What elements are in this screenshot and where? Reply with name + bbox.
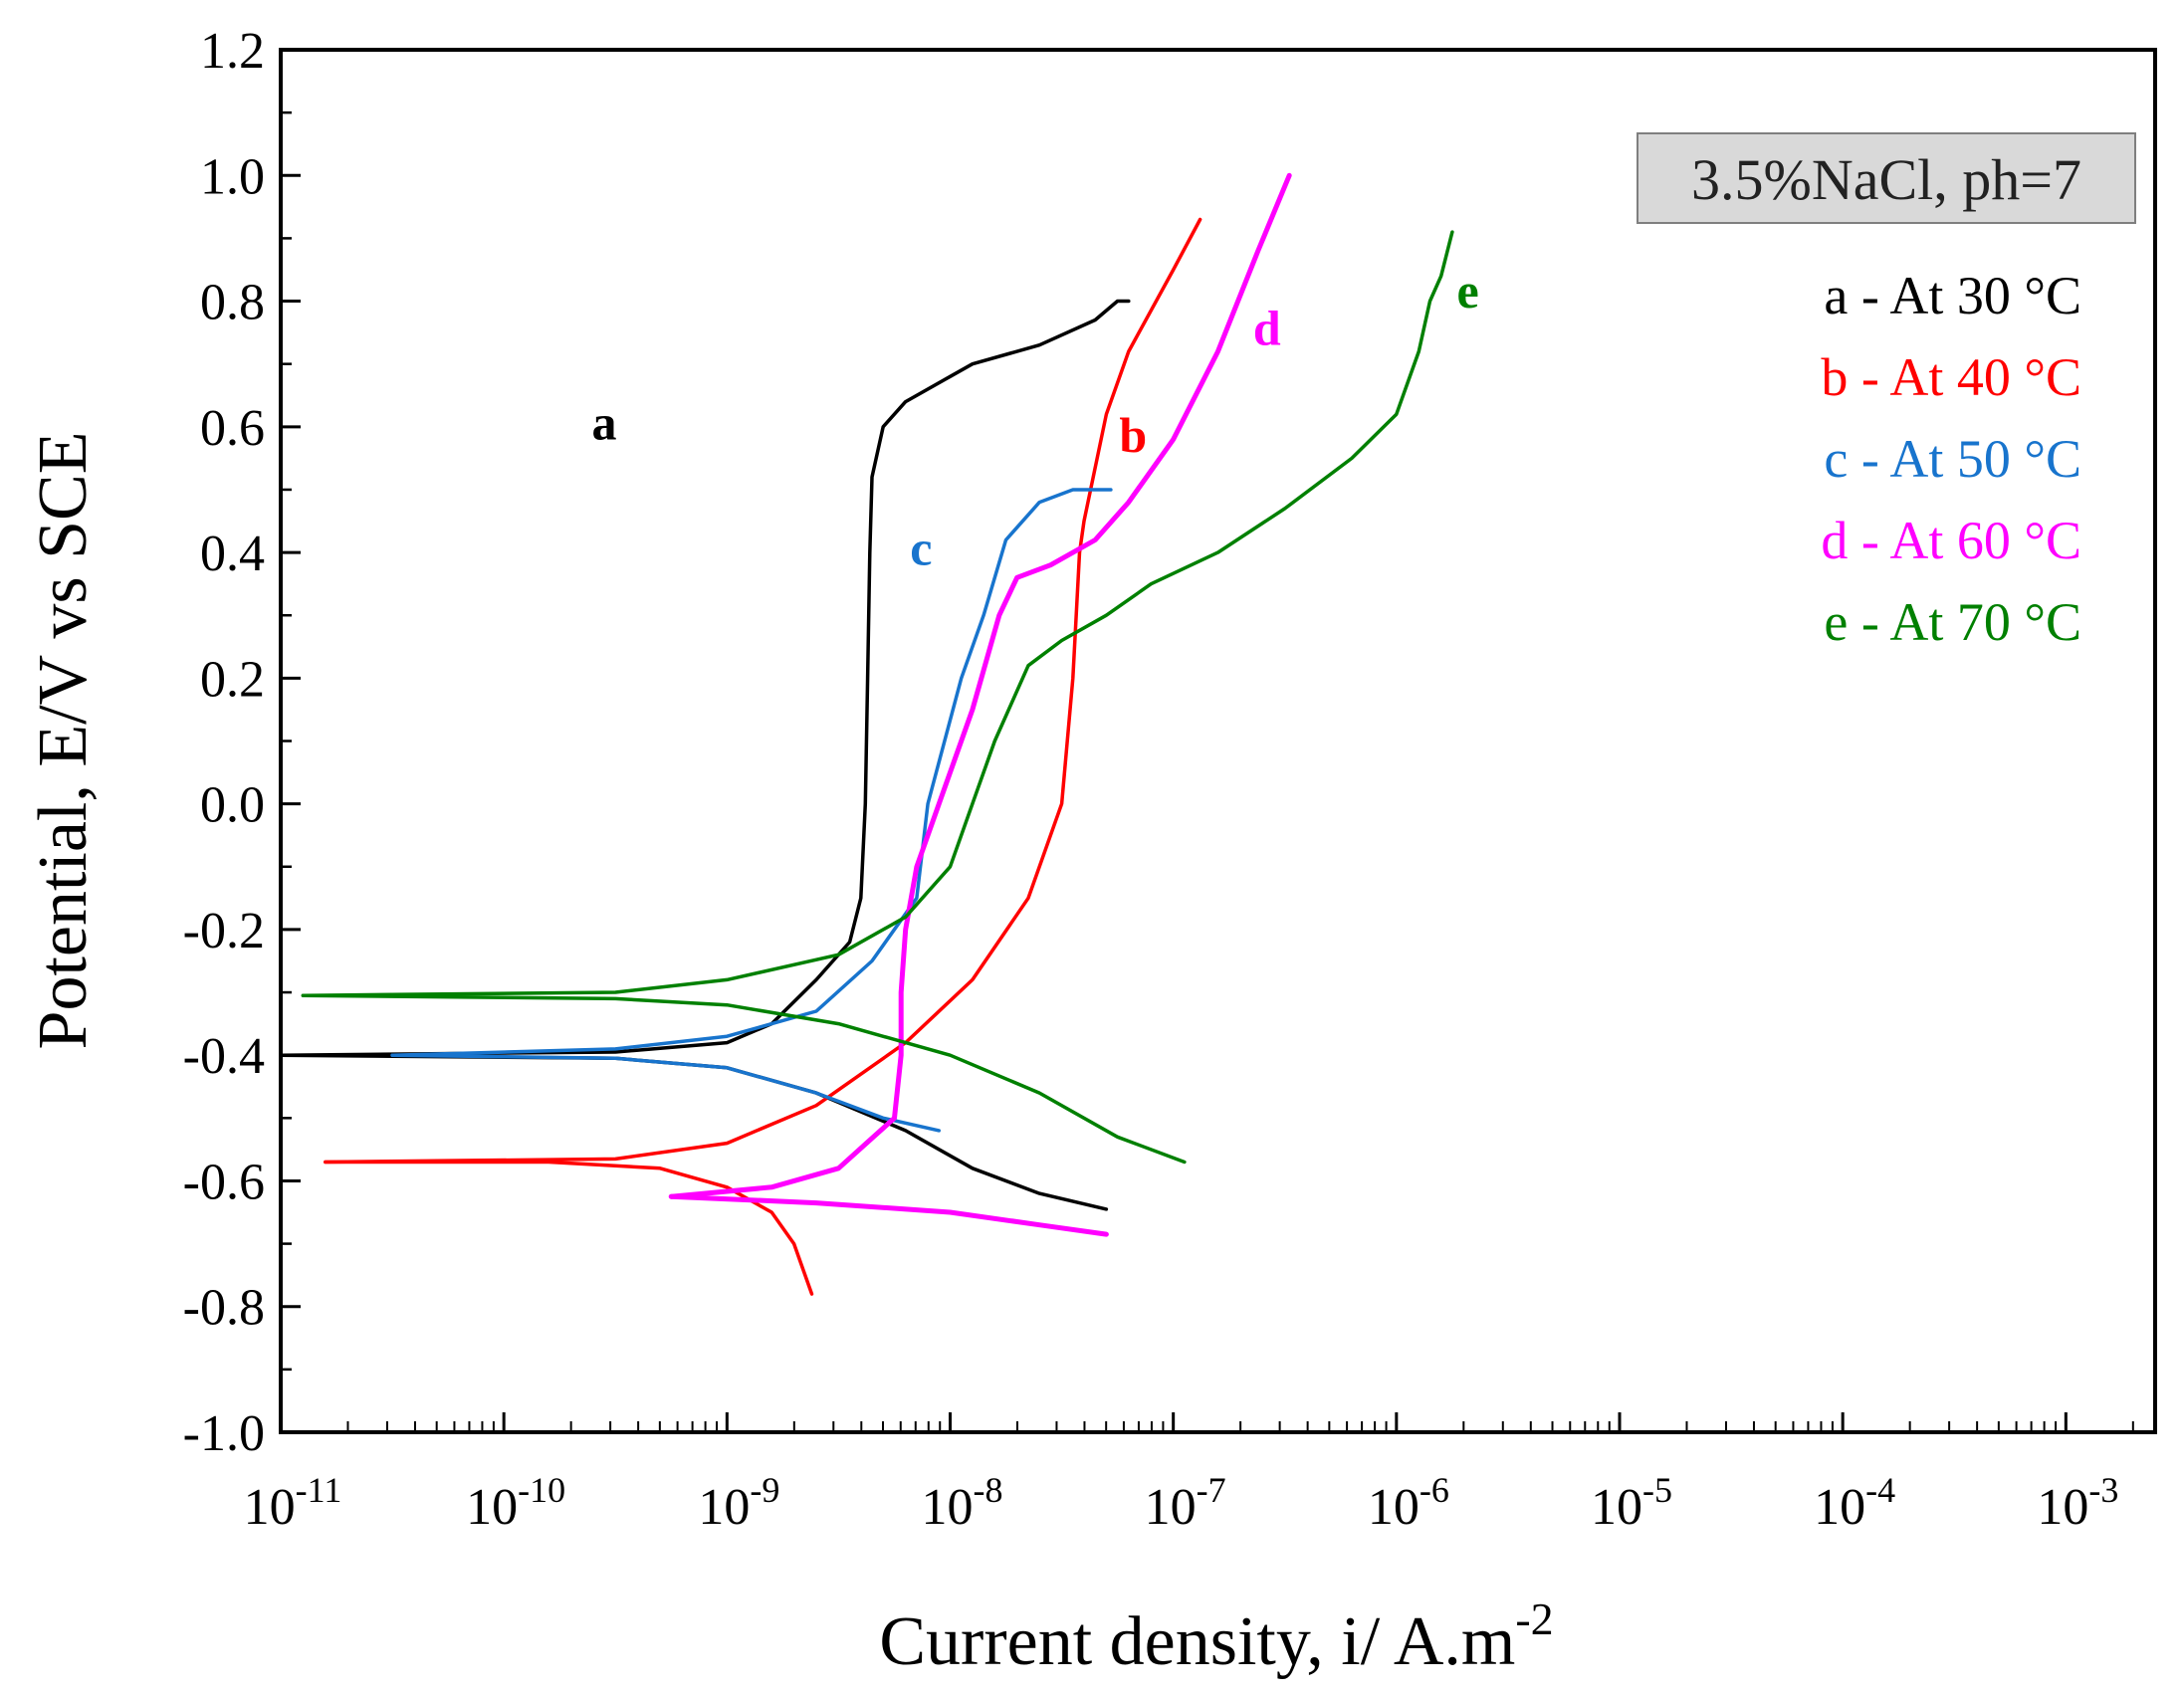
legend-entry-d: d - At 60 °C	[1821, 511, 2081, 570]
x-tick-label: 10-3	[2037, 1470, 2118, 1536]
curves-layer	[279, 172, 1454, 1296]
x-axis-title-exponent: -2	[1515, 1593, 1553, 1644]
curve-d-cathodic-branch	[668, 1193, 1109, 1237]
y-tick-label: -0.4	[183, 1028, 265, 1085]
axis-ticks	[279, 48, 2134, 1434]
curve-tag-a: a	[592, 394, 617, 450]
x-tick-label: 10-5	[1591, 1470, 1672, 1536]
legend-entry-a: a - At 30 °C	[1824, 266, 2081, 325]
x-tick-label: 10-8	[922, 1470, 1003, 1536]
y-tick-label: 1.2	[200, 23, 265, 80]
y-tick-label: 0.6	[200, 400, 265, 457]
x-axis-title-main: Current density, i/ A.m	[879, 1603, 1515, 1680]
curve-e-anodic-branch	[301, 230, 1454, 997]
x-axis-title: Current density, i/ A.m-2	[879, 1593, 1553, 1680]
annotation-box	[1637, 132, 2136, 224]
legend-entry-c: c - At 50 °C	[1824, 429, 2081, 489]
curve-d-anodic-branch	[668, 172, 1292, 1199]
y-axis-title: Potential, E/V vs SCE	[25, 432, 102, 1050]
legend-entry-b: b - At 40 °C	[1821, 347, 2081, 407]
curve-tag-d: d	[1253, 301, 1281, 356]
curve-b-anodic-branch	[324, 217, 1202, 1165]
y-tick-label: -0.6	[183, 1154, 265, 1210]
y-tick-label: -0.2	[183, 903, 265, 959]
x-tick-label: 10-4	[1814, 1470, 1895, 1536]
curve-tag-e: e	[1456, 263, 1478, 318]
curve-tag-c: c	[910, 521, 932, 576]
x-tick-label: 10-11	[244, 1470, 342, 1536]
x-tick-label: 10-9	[698, 1470, 779, 1536]
x-tick-label: 10-6	[1368, 1470, 1449, 1536]
legend: a - At 30 °C b - At 40 °C c - At 50 °C d - …	[1821, 266, 2081, 652]
curve-b-cathodic-branch	[324, 1160, 814, 1296]
y-tick-label: 0.0	[200, 777, 265, 834]
x-tick-label: 10-10	[466, 1470, 565, 1536]
x-axis-tick-labels: 10-11 10-10 10-9 10-8 10-7 10-6 10-5 10-4 10-3	[244, 1470, 2119, 1536]
y-tick-label: 0.2	[200, 651, 265, 708]
curve-c-anodic-branch	[390, 488, 1113, 1057]
y-tick-label: 1.0	[200, 148, 265, 205]
y-tick-label: 0.8	[200, 275, 265, 331]
y-tick-label: -1.0	[183, 1405, 265, 1462]
curve-tags: a b c d e	[592, 263, 1479, 576]
y-tick-label: 0.4	[200, 526, 265, 582]
y-tick-label: -0.8	[183, 1280, 265, 1337]
legend-entry-e: e - At 70 °C	[1824, 592, 2081, 652]
curve-tag-b: b	[1119, 407, 1147, 463]
y-axis-tick-labels: 1.2 1.0 0.8 0.6 0.4 0.2 0.0 -0.2 -0.4 -0.6 -0.8 -1.…	[183, 23, 265, 1462]
x-tick-label: 10-7	[1145, 1470, 1226, 1536]
annotation-text: 3.5%NaCl, ph=7	[1691, 147, 2081, 212]
condition-annotation: 3.5%NaCl, ph=7	[1637, 132, 2136, 224]
curve-e-cathodic-branch	[301, 993, 1187, 1165]
